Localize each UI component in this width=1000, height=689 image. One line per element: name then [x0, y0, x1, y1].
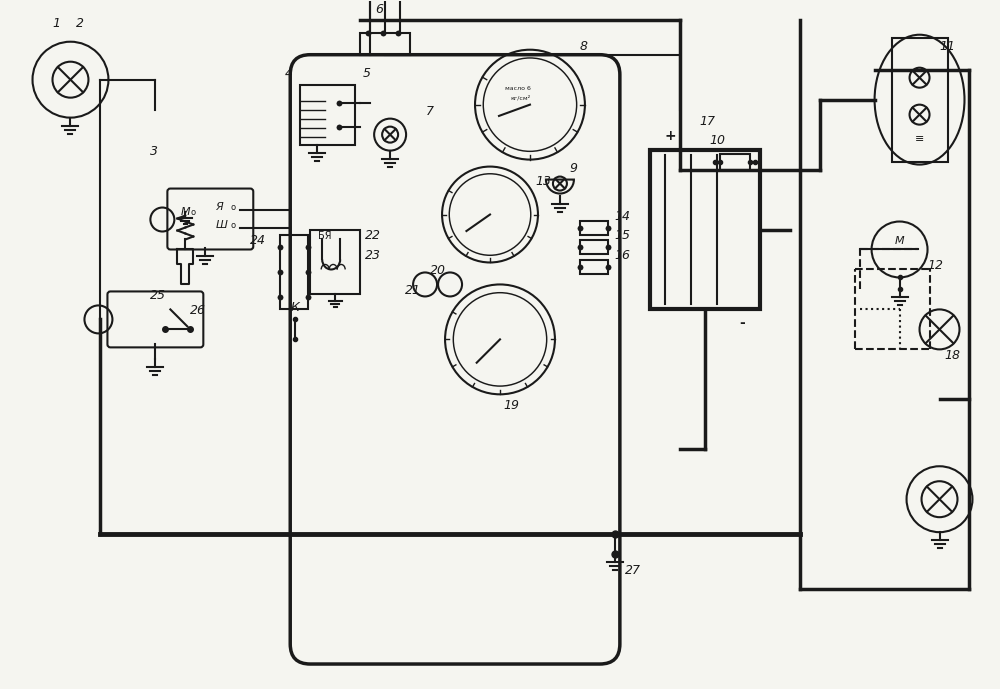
- Text: 20: 20: [430, 265, 446, 278]
- Text: 11: 11: [940, 40, 956, 52]
- Text: 13: 13: [535, 174, 551, 187]
- Text: масло 6: масло 6: [505, 85, 531, 91]
- Text: о: о: [190, 207, 195, 216]
- Text: 5: 5: [363, 67, 371, 80]
- Text: 7: 7: [426, 105, 434, 118]
- Text: 21: 21: [405, 285, 421, 298]
- Bar: [580, 220, 608, 234]
- Text: 19: 19: [503, 400, 519, 412]
- Text: 9: 9: [570, 162, 578, 174]
- Text: 24: 24: [250, 234, 266, 247]
- Bar: [892, 38, 948, 162]
- Text: о: о: [230, 220, 235, 229]
- Text: 18: 18: [945, 349, 961, 362]
- Bar: [580, 240, 608, 254]
- Text: 6: 6: [375, 3, 383, 16]
- Text: 25: 25: [150, 289, 166, 302]
- Text: 22: 22: [365, 229, 381, 243]
- Text: 10: 10: [710, 134, 726, 147]
- Bar: [280, 234, 308, 309]
- Text: Ш: Ш: [215, 220, 227, 229]
- Text: М: М: [895, 236, 904, 247]
- Text: 23: 23: [365, 249, 381, 263]
- Text: 27: 27: [625, 564, 641, 577]
- Text: К: К: [290, 301, 299, 314]
- Bar: [310, 229, 360, 294]
- Bar: [720, 154, 750, 169]
- Text: о: о: [230, 203, 235, 212]
- Text: М: М: [180, 207, 190, 216]
- Text: 2: 2: [75, 17, 83, 30]
- Text: -: -: [740, 316, 745, 331]
- Bar: [650, 150, 760, 309]
- Text: 16: 16: [615, 249, 631, 263]
- Text: 4: 4: [285, 67, 293, 80]
- Text: 8: 8: [580, 40, 588, 52]
- Text: Я: Я: [215, 201, 223, 212]
- Bar: [580, 260, 608, 274]
- Text: ≡: ≡: [915, 134, 924, 143]
- Text: 15: 15: [615, 229, 631, 243]
- Text: +: +: [665, 129, 676, 143]
- Text: 14: 14: [615, 209, 631, 223]
- Bar: [360, 32, 410, 54]
- Text: 12: 12: [928, 260, 944, 272]
- Text: кг/см²: кг/см²: [510, 95, 530, 101]
- Text: 1: 1: [52, 17, 60, 30]
- Text: БЯ: БЯ: [318, 232, 332, 242]
- Text: 3: 3: [150, 145, 158, 158]
- Text: 17: 17: [700, 114, 716, 127]
- Text: 26: 26: [190, 305, 206, 318]
